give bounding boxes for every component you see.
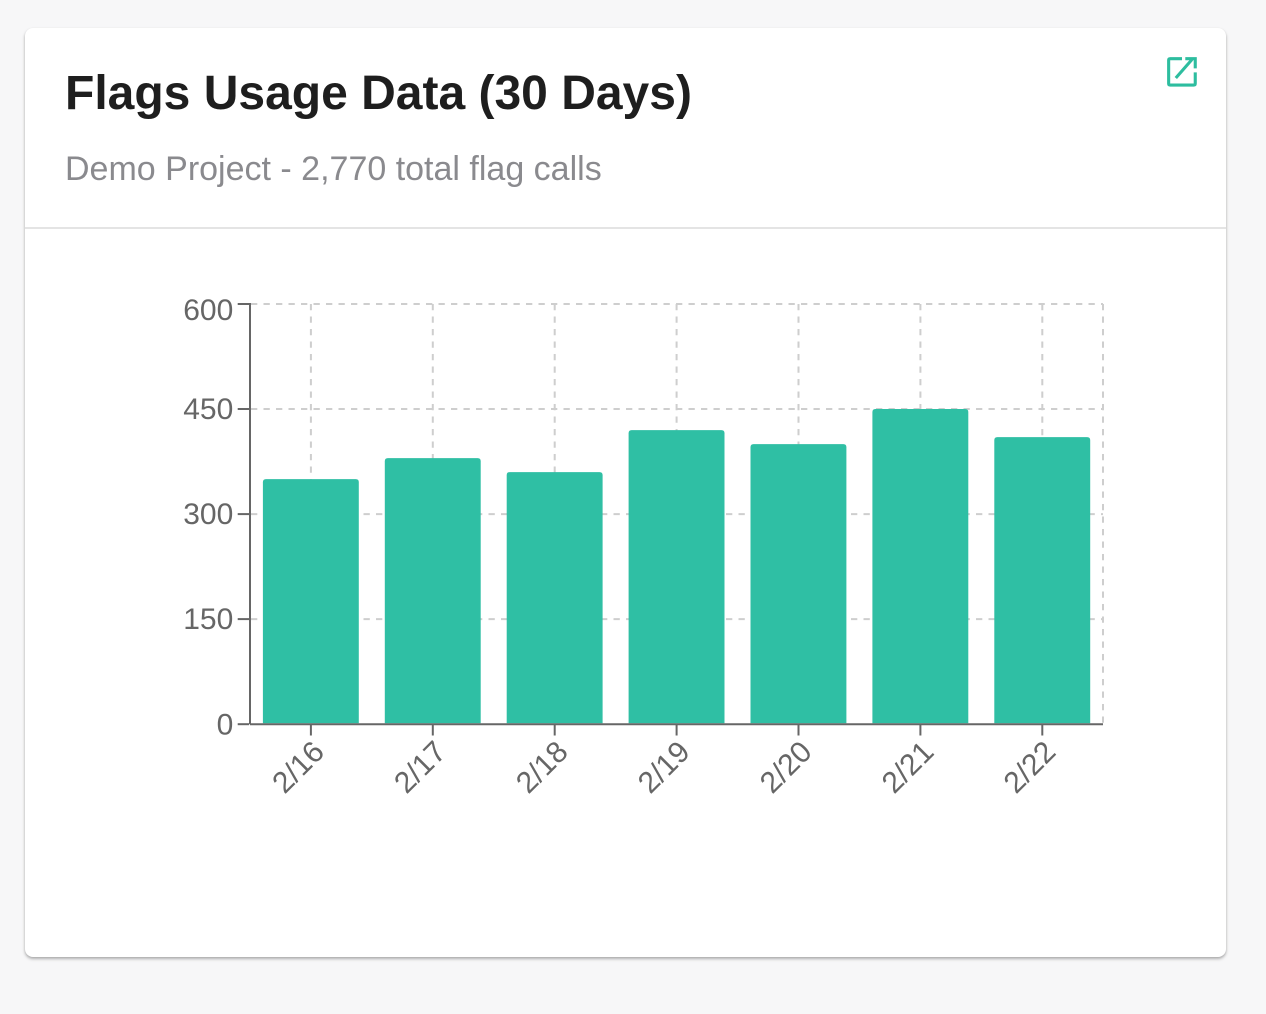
svg-text:150: 150	[183, 603, 233, 636]
svg-text:0: 0	[217, 708, 234, 741]
svg-text:450: 450	[183, 393, 233, 426]
svg-text:2/16: 2/16	[266, 735, 331, 800]
svg-text:2/17: 2/17	[388, 735, 453, 800]
svg-text:2/22: 2/22	[998, 735, 1063, 800]
svg-text:300: 300	[183, 498, 233, 531]
svg-text:2/19: 2/19	[632, 735, 697, 800]
svg-text:2/21: 2/21	[876, 735, 941, 800]
svg-text:600: 600	[183, 294, 233, 327]
svg-text:2/20: 2/20	[754, 735, 819, 800]
svg-text:2/18: 2/18	[510, 735, 575, 800]
